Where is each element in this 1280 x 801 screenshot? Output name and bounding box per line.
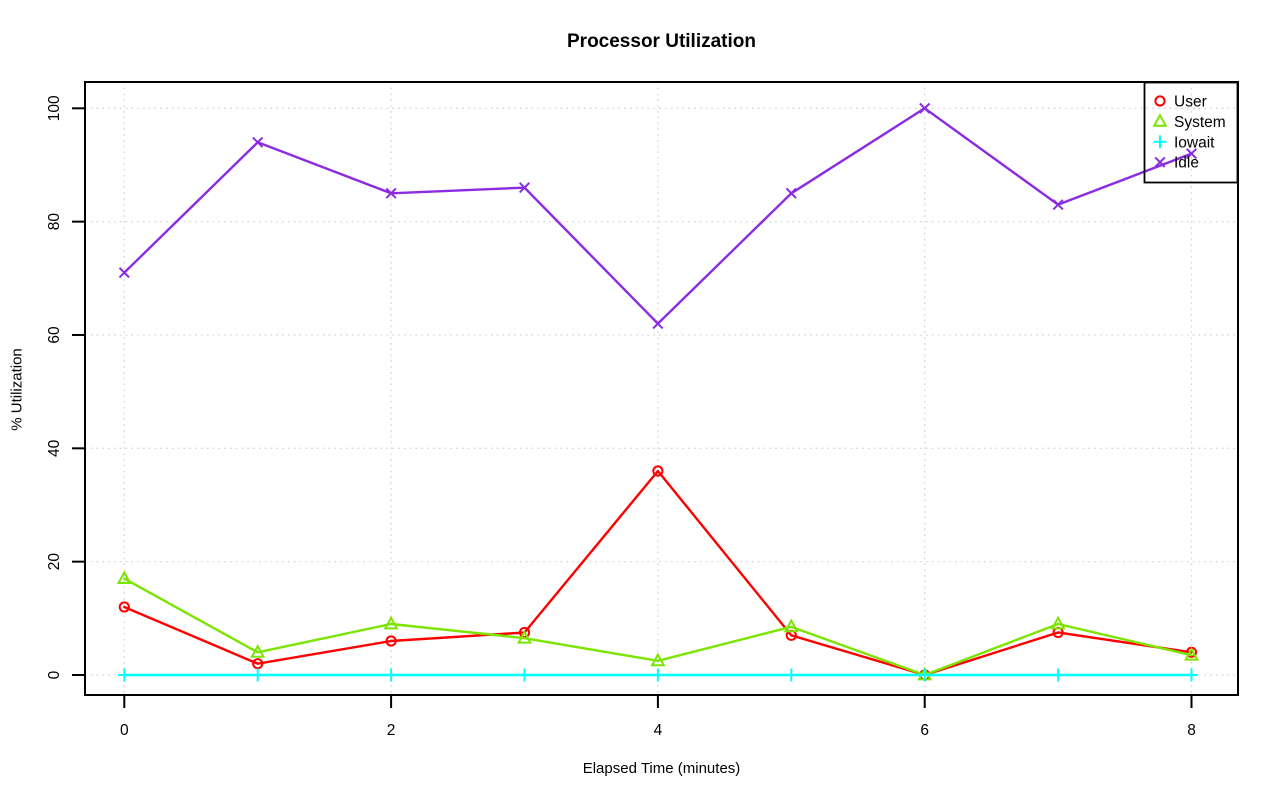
legend-item-idle: Idle	[1154, 155, 1199, 172]
legend-iowait-marker-icon	[1153, 135, 1167, 149]
legend-system-marker-icon	[1152, 113, 1168, 127]
series-system-marker	[650, 652, 666, 667]
series-user-marker	[385, 635, 397, 647]
series-idle-marker	[785, 187, 797, 199]
series-idle-marker	[518, 182, 531, 194]
series-idle-marker	[385, 187, 397, 199]
y-tick-label-80: 80	[46, 213, 63, 231]
series-user-marker	[252, 658, 264, 670]
series-idle-marker	[252, 136, 264, 148]
legend-label-user: User	[1174, 94, 1207, 111]
series-idle-marker	[1185, 148, 1198, 160]
series-iowait-marker	[1051, 668, 1065, 682]
y-tick-label-0: 0	[46, 670, 63, 679]
y-tick-label-40: 40	[46, 439, 63, 457]
series-idle-marker	[652, 318, 664, 330]
series-idle	[118, 102, 1198, 330]
series-system-marker	[1184, 646, 1199, 661]
series-user-marker	[652, 465, 664, 477]
series-system-marker	[1050, 615, 1066, 630]
y-tick-label-100: 100	[46, 95, 63, 121]
legend-item-user: User	[1154, 94, 1207, 111]
x-axis-title: Elapsed Time (minutes)	[582, 760, 741, 777]
legend: User System Iowait Idle	[1143, 81, 1239, 184]
series-iowait-marker	[918, 668, 932, 682]
series-iowait-marker	[251, 668, 265, 682]
x-tick-label-2: 2	[387, 722, 396, 739]
legend-label-idle: Idle	[1174, 155, 1199, 172]
legend-idle-marker-icon	[1154, 156, 1166, 168]
series-iowait-marker	[651, 668, 665, 682]
legend-label-system: System	[1174, 114, 1226, 131]
plot-border	[84, 81, 1239, 696]
legend-box	[1143, 81, 1239, 184]
y-axis-title: % Utilization	[8, 348, 26, 431]
series-system-marker	[383, 615, 399, 630]
series-system-line	[123, 577, 1193, 677]
x-tick-label-6: 6	[920, 722, 929, 739]
legend-item-iowait: Iowait	[1153, 134, 1215, 151]
series-user-marker	[118, 601, 130, 613]
series-system-marker	[116, 570, 132, 585]
series-idle-marker	[1052, 199, 1064, 211]
series-iowait	[117, 668, 1198, 682]
series-iowait-marker	[384, 668, 398, 682]
series-idle-marker	[118, 267, 130, 279]
chart-title: Processor Utilization	[567, 31, 756, 52]
legend-user-marker-icon	[1154, 95, 1166, 107]
x-tick-label-4: 4	[654, 722, 663, 739]
series-system-marker	[783, 618, 799, 633]
legend-item-system: System	[1152, 113, 1226, 131]
series-system-marker	[250, 644, 266, 658]
x-tick-label-8: 8	[1187, 722, 1196, 739]
legend-label-iowait: Iowait	[1174, 134, 1215, 151]
series-iowait-marker	[518, 668, 531, 682]
x-tick-label-0: 0	[120, 722, 129, 739]
series-iowait-marker	[1185, 668, 1198, 682]
y-tick-label-60: 60	[46, 326, 63, 344]
gridlines	[85, 82, 1238, 695]
y-tick-label-20: 20	[46, 553, 63, 571]
series-user-line	[123, 469, 1193, 677]
series-iowait-marker	[784, 668, 798, 682]
series-system-marker	[517, 629, 532, 644]
series-iowait-marker	[117, 668, 131, 682]
series-idle-marker	[919, 102, 931, 114]
